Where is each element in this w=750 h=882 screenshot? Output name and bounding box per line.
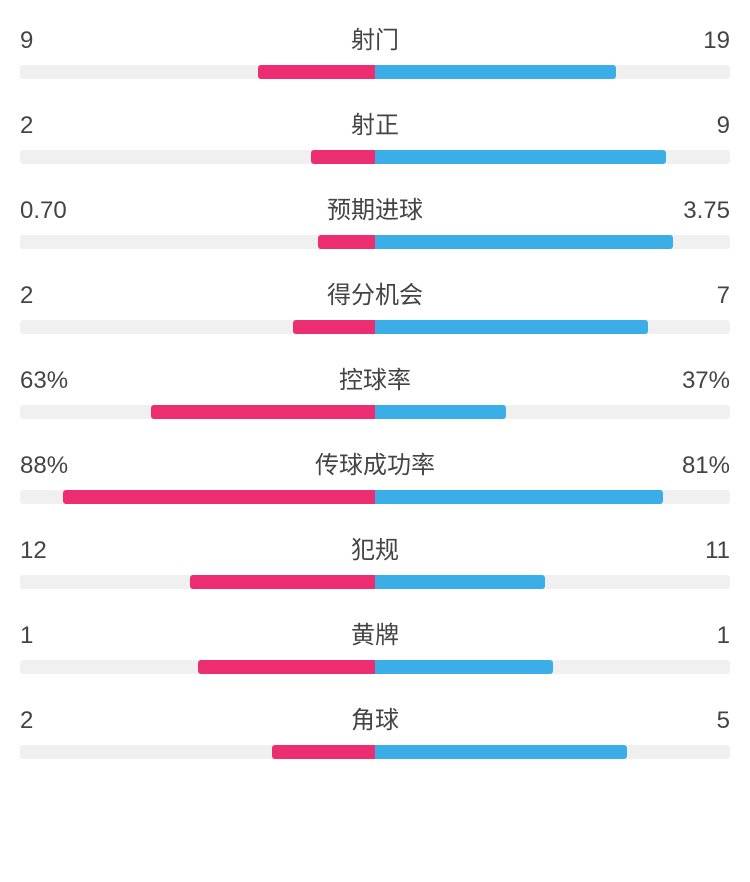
stat-bar-right bbox=[375, 660, 553, 674]
stat-value-left: 1 bbox=[20, 622, 90, 650]
stat-bar-track bbox=[20, 65, 730, 79]
stat-value-right: 37% bbox=[660, 367, 730, 395]
stat-bar-right bbox=[375, 320, 648, 334]
stat-bar-track bbox=[20, 150, 730, 164]
stat-row: 1 黄牌 1 bbox=[20, 615, 730, 674]
stat-bar-track bbox=[20, 490, 730, 504]
stat-label: 射门 bbox=[351, 20, 399, 55]
stat-bar-right bbox=[375, 405, 506, 419]
stat-row: 0.70 预期进球 3.75 bbox=[20, 190, 730, 249]
stat-value-left: 2 bbox=[20, 707, 90, 735]
stat-value-right: 5 bbox=[660, 707, 730, 735]
stat-bar-left bbox=[63, 490, 375, 504]
stat-labels: 2 得分机会 7 bbox=[20, 275, 730, 310]
stat-label: 预期进球 bbox=[327, 190, 423, 225]
stat-label: 犯规 bbox=[351, 530, 399, 565]
stat-label: 角球 bbox=[351, 700, 399, 735]
stat-labels: 9 射门 19 bbox=[20, 20, 730, 55]
stat-labels: 2 角球 5 bbox=[20, 700, 730, 735]
stat-bar-left bbox=[190, 575, 375, 589]
stat-label: 黄牌 bbox=[351, 615, 399, 650]
stat-labels: 1 黄牌 1 bbox=[20, 615, 730, 650]
stat-label: 传球成功率 bbox=[315, 445, 435, 480]
stat-row: 2 得分机会 7 bbox=[20, 275, 730, 334]
stat-value-right: 19 bbox=[660, 27, 730, 55]
stat-bar-right bbox=[375, 745, 627, 759]
stat-labels: 63% 控球率 37% bbox=[20, 360, 730, 395]
stat-row: 12 犯规 11 bbox=[20, 530, 730, 589]
stat-label: 控球率 bbox=[339, 360, 411, 395]
stat-bar-left bbox=[272, 745, 375, 759]
stat-row: 9 射门 19 bbox=[20, 20, 730, 79]
stat-value-right: 11 bbox=[660, 537, 730, 565]
stat-row: 2 射正 9 bbox=[20, 105, 730, 164]
match-stats-list: 9 射门 19 2 射正 9 0.70 预期进球 3.75 2 得分机会 7 63% 控球率 37% 88% 传… bbox=[20, 20, 730, 759]
stat-value-right: 3.75 bbox=[660, 197, 730, 225]
stat-value-right: 9 bbox=[660, 112, 730, 140]
stat-bar-right bbox=[375, 65, 616, 79]
stat-value-right: 7 bbox=[660, 282, 730, 310]
stat-row: 63% 控球率 37% bbox=[20, 360, 730, 419]
stat-bar-track bbox=[20, 235, 730, 249]
stat-bar-track bbox=[20, 660, 730, 674]
stat-value-left: 2 bbox=[20, 282, 90, 310]
stat-bar-right bbox=[375, 490, 663, 504]
stat-bar-left bbox=[311, 150, 375, 164]
stat-value-left: 63% bbox=[20, 367, 90, 395]
stat-bar-left bbox=[318, 235, 375, 249]
stat-bar-track bbox=[20, 320, 730, 334]
stat-label: 射正 bbox=[351, 105, 399, 140]
stat-bar-track bbox=[20, 405, 730, 419]
stat-label: 得分机会 bbox=[327, 275, 423, 310]
stat-value-left: 9 bbox=[20, 27, 90, 55]
stat-bar-left bbox=[293, 320, 375, 334]
stat-labels: 2 射正 9 bbox=[20, 105, 730, 140]
stat-value-left: 12 bbox=[20, 537, 90, 565]
stat-row: 2 角球 5 bbox=[20, 700, 730, 759]
stat-value-right: 81% bbox=[660, 452, 730, 480]
stat-bar-right bbox=[375, 575, 545, 589]
stat-bar-track bbox=[20, 745, 730, 759]
stat-value-right: 1 bbox=[660, 622, 730, 650]
stat-bar-right bbox=[375, 150, 666, 164]
stat-value-left: 2 bbox=[20, 112, 90, 140]
stat-labels: 0.70 预期进球 3.75 bbox=[20, 190, 730, 225]
stat-labels: 88% 传球成功率 81% bbox=[20, 445, 730, 480]
stat-bar-right bbox=[375, 235, 673, 249]
stat-bar-left bbox=[151, 405, 375, 419]
stat-row: 88% 传球成功率 81% bbox=[20, 445, 730, 504]
stat-labels: 12 犯规 11 bbox=[20, 530, 730, 565]
stat-value-left: 88% bbox=[20, 452, 90, 480]
stat-bar-left bbox=[198, 660, 376, 674]
stat-bar-track bbox=[20, 575, 730, 589]
stat-value-left: 0.70 bbox=[20, 197, 90, 225]
stat-bar-left bbox=[258, 65, 375, 79]
